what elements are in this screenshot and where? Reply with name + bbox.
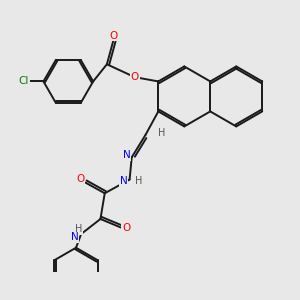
Text: O: O	[109, 31, 117, 40]
Text: N: N	[120, 176, 128, 186]
Text: O: O	[76, 174, 84, 184]
Text: H: H	[135, 176, 143, 186]
Text: N: N	[71, 232, 79, 242]
Text: Cl: Cl	[19, 76, 29, 86]
Text: N: N	[123, 150, 130, 160]
Text: H: H	[75, 224, 83, 234]
Text: O: O	[122, 223, 130, 232]
Text: O: O	[130, 72, 139, 82]
Text: H: H	[158, 128, 165, 138]
